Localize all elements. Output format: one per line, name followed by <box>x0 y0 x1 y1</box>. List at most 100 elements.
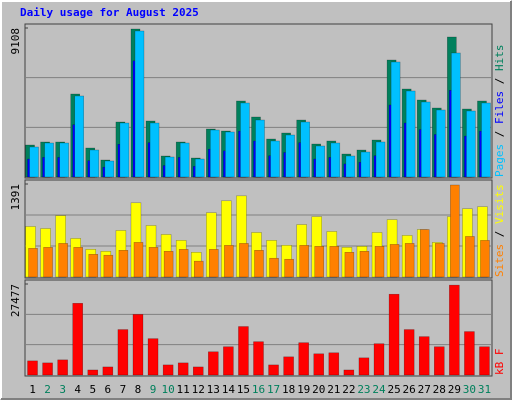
bar <box>73 247 83 278</box>
bar <box>298 342 309 376</box>
x-tick-label: 19 <box>297 383 310 396</box>
bar <box>315 145 326 178</box>
bar <box>102 366 114 376</box>
bar <box>404 243 415 278</box>
bar <box>343 369 355 376</box>
x-tick-label: 15 <box>237 383 250 396</box>
bar <box>210 129 220 178</box>
bar <box>360 151 371 178</box>
bar <box>285 134 295 178</box>
legend-separator: / <box>493 124 506 144</box>
bar <box>42 362 53 376</box>
x-tick-label: 12 <box>192 383 205 396</box>
bar <box>209 249 219 278</box>
bar <box>27 360 38 376</box>
legend: Sites / Visits <box>493 184 506 277</box>
x-tick-label: 10 <box>161 383 174 396</box>
legend-separator: / <box>493 224 506 244</box>
x-tick-label: 31 <box>478 383 491 396</box>
y-tick-label: 1391 <box>9 184 22 211</box>
chart-title: Daily usage for August 2025 <box>20 6 199 19</box>
x-tick-label: 11 <box>177 383 190 396</box>
bar <box>375 141 386 178</box>
bar <box>254 250 264 278</box>
bar <box>390 61 401 178</box>
bar <box>269 257 279 278</box>
bar <box>270 140 280 178</box>
bar <box>147 338 159 376</box>
legend-entry: Sites <box>493 244 506 277</box>
bar <box>479 346 490 376</box>
bar <box>300 121 310 178</box>
bar <box>29 146 39 178</box>
bar <box>359 251 370 278</box>
x-tick-label: 21 <box>327 383 340 396</box>
bar <box>255 119 265 178</box>
bar <box>58 243 68 278</box>
x-tick-label: 13 <box>207 383 220 396</box>
bar <box>88 254 99 278</box>
bar <box>43 247 53 278</box>
x-tick-label: 6 <box>105 383 112 396</box>
bar <box>225 131 235 178</box>
bar <box>299 245 309 278</box>
bar <box>87 369 99 376</box>
x-tick-label: 29 <box>448 383 461 396</box>
bar <box>208 351 219 376</box>
bar <box>28 248 38 278</box>
x-tick-label: 25 <box>387 383 400 396</box>
bar <box>330 142 341 178</box>
bar <box>118 250 129 278</box>
bar <box>373 343 385 376</box>
bar <box>405 90 416 178</box>
bar <box>358 357 370 376</box>
bar <box>464 331 475 376</box>
bar <box>149 122 160 178</box>
x-tick-label: 22 <box>342 383 355 396</box>
x-tick-label: 24 <box>372 383 386 396</box>
bar <box>193 260 204 278</box>
bar <box>192 366 204 376</box>
x-tick-label: 4 <box>74 383 81 396</box>
legend-entry: Files <box>493 91 506 124</box>
x-tick-label: 20 <box>312 383 325 396</box>
bar <box>436 109 446 178</box>
bar <box>419 229 430 278</box>
bar <box>403 329 415 376</box>
bar <box>223 346 234 376</box>
y-tick-label: 27477 <box>9 284 22 317</box>
bar <box>104 160 115 178</box>
y-tick-label: 9108 <box>9 28 22 55</box>
bar <box>420 101 431 178</box>
bar <box>480 240 490 278</box>
x-tick-label: 28 <box>433 383 446 396</box>
bar <box>134 30 145 178</box>
bar <box>164 156 175 178</box>
bar <box>466 110 476 178</box>
bar <box>103 254 114 278</box>
bar <box>389 244 400 278</box>
bar <box>238 326 249 376</box>
legend: Pages / Files / Hits <box>493 45 506 178</box>
x-tick-label: 30 <box>463 383 476 396</box>
bar <box>450 184 460 278</box>
bar <box>132 314 144 376</box>
legend-entry: Pages <box>493 144 506 177</box>
x-tick-label: 27 <box>418 383 431 396</box>
x-tick-label: 26 <box>403 383 416 396</box>
bar <box>465 236 475 278</box>
bar <box>345 155 356 178</box>
x-tick-label: 9 <box>150 383 157 396</box>
bar <box>344 252 355 278</box>
x-tick-label: 7 <box>120 383 127 396</box>
bar <box>435 243 445 278</box>
bar <box>329 246 340 278</box>
x-tick-label: 3 <box>59 383 66 396</box>
bar <box>44 142 54 178</box>
bar <box>119 122 130 178</box>
bar <box>239 243 249 278</box>
bar <box>449 284 460 376</box>
bar <box>194 158 205 178</box>
